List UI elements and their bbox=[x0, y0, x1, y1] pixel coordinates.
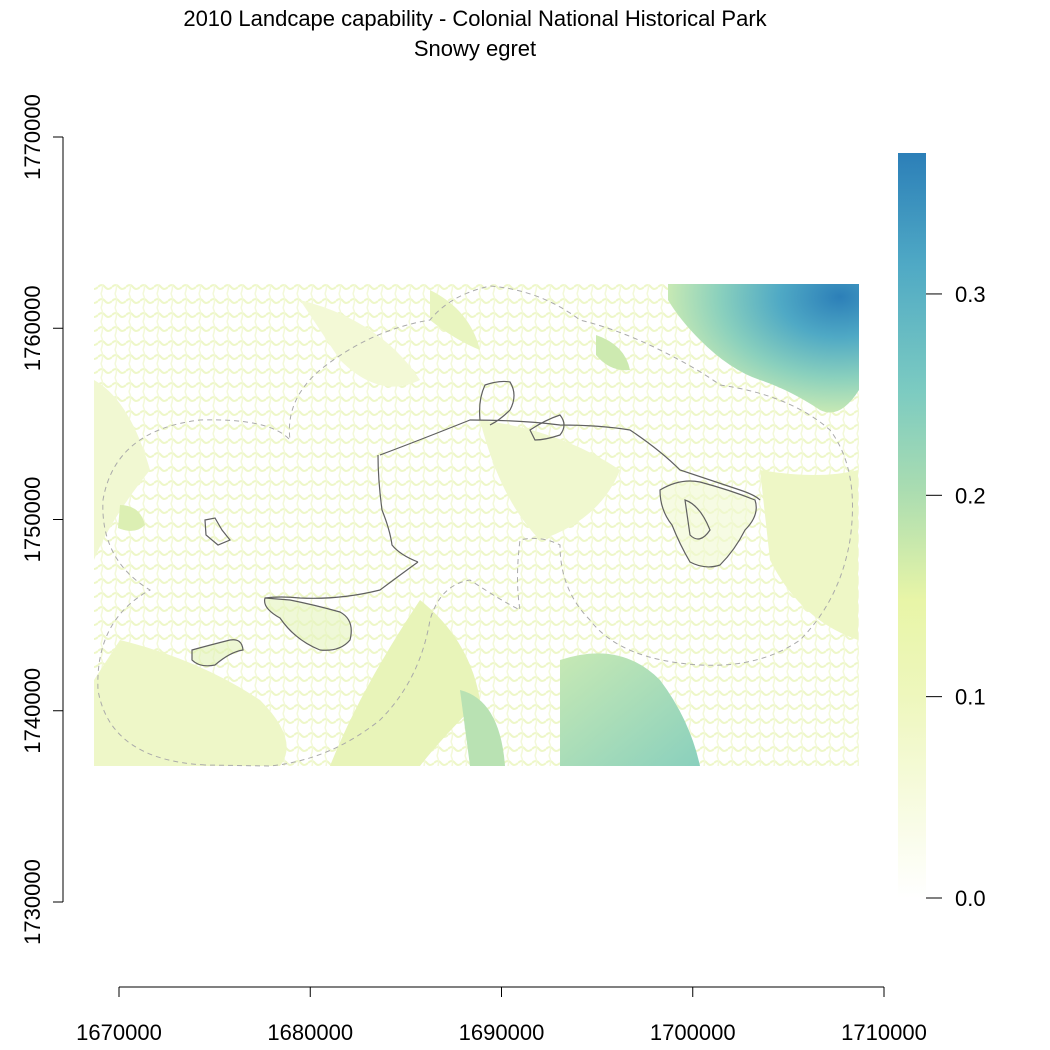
y-axis-ticks: 1730000 1740000 1750000 1760000 1770000 bbox=[20, 94, 63, 945]
north-marsh-patch bbox=[430, 290, 480, 350]
northeast-high-capability-area bbox=[668, 284, 859, 413]
parkway-south-line bbox=[264, 561, 419, 599]
y-tick-label: 1760000 bbox=[20, 285, 45, 371]
colonial-parkway-line bbox=[379, 419, 761, 501]
park-buffer bbox=[97, 285, 853, 767]
legend-tick-label: 0.3 bbox=[955, 282, 986, 307]
east-vegetation-patch bbox=[760, 470, 858, 640]
west-vegetation-patch bbox=[94, 380, 150, 560]
green-spring-unit bbox=[204, 517, 231, 546]
x-tick-label: 1690000 bbox=[459, 1020, 545, 1045]
legend-tick-label: 0.0 bbox=[955, 886, 986, 911]
y-tick-label: 1740000 bbox=[20, 668, 45, 754]
south-marsh-patch bbox=[460, 690, 505, 766]
y-tick-label: 1730000 bbox=[20, 859, 45, 945]
jamestown-island-unit bbox=[263, 597, 352, 651]
west-marsh-patch bbox=[118, 505, 145, 531]
x-tick-label: 1670000 bbox=[76, 1020, 162, 1045]
parkway-west-line bbox=[377, 454, 419, 563]
north-vegetation-patch bbox=[300, 300, 420, 387]
yorktown-creek-unit bbox=[529, 414, 565, 441]
southwest-vegetation-patch bbox=[94, 640, 287, 766]
buffer-outline bbox=[97, 285, 853, 767]
park-boundary bbox=[191, 380, 761, 667]
battlefield-inner-tract bbox=[684, 499, 711, 540]
x-axis-ticks: 1670000 1680000 1690000 1700000 1710000 bbox=[76, 987, 927, 1045]
legend: 0.0 0.1 0.2 0.3 bbox=[898, 153, 986, 911]
legend-color-bar bbox=[898, 153, 926, 898]
southwest-tract-unit bbox=[191, 639, 244, 667]
river-marsh-patch bbox=[596, 335, 630, 371]
y-axis: 1730000 1740000 1750000 1760000 1770000 bbox=[20, 94, 64, 945]
map-subtitle: Snowy egret bbox=[414, 36, 536, 61]
map-title: 2010 Landcape capability - Colonial Nati… bbox=[183, 6, 767, 31]
x-tick-label: 1700000 bbox=[650, 1020, 736, 1045]
central-vegetation-patch bbox=[480, 420, 620, 540]
yorktown-battlefield-unit bbox=[659, 480, 757, 568]
yorktown-unit-north bbox=[478, 380, 515, 426]
legend-ticks: 0.0 0.1 0.2 0.3 bbox=[926, 282, 986, 911]
south-vegetation-patch bbox=[330, 600, 480, 766]
x-tick-label: 1680000 bbox=[267, 1020, 353, 1045]
y-tick-label: 1770000 bbox=[20, 94, 45, 180]
x-tick-label: 1710000 bbox=[841, 1020, 927, 1045]
legend-tick-label: 0.2 bbox=[955, 483, 986, 508]
legend-tick-label: 0.1 bbox=[955, 685, 986, 710]
x-axis: 1670000 1680000 1690000 1700000 1710000 bbox=[76, 986, 927, 1045]
southeast-moderate-capability-area bbox=[560, 653, 700, 766]
y-tick-label: 1750000 bbox=[20, 477, 45, 563]
